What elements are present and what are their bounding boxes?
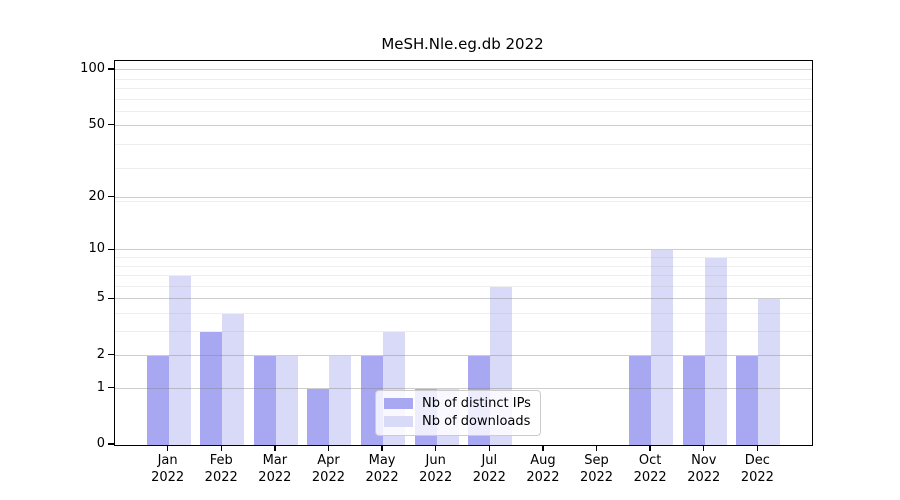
x-tick-label: Sep 2022 — [579, 453, 614, 485]
legend-swatch-distinct-ips-icon — [384, 398, 413, 409]
x-tick-label: Nov 2022 — [687, 453, 721, 485]
gridline-major — [115, 249, 812, 251]
x-tick-mark — [381, 445, 383, 451]
y-tick-label: 1 — [96, 379, 105, 395]
y-tick-mark — [108, 68, 114, 70]
y-tick-label: 10 — [88, 241, 105, 257]
bar-downloads-apr — [329, 355, 352, 445]
y-tick-mark — [108, 297, 114, 300]
gridline-major — [115, 196, 812, 198]
x-tick-mark — [488, 445, 490, 451]
chart-title: MeSH.Nle.eg.db 2022 — [381, 35, 544, 53]
gridline-minor — [115, 167, 812, 169]
y-tick-mark — [108, 386, 114, 389]
y-tick-label: 100 — [80, 61, 105, 77]
grid-layer — [115, 61, 812, 445]
x-tick-mark — [166, 445, 169, 451]
x-tick-mark — [542, 445, 544, 451]
x-tick-mark — [220, 445, 222, 451]
x-tick-label: Jan 2022 — [151, 453, 185, 485]
gridline-minor — [115, 275, 812, 277]
y-tick-mark — [108, 195, 114, 198]
x-tick-mark — [595, 445, 598, 451]
x-tick-label: Jun 2022 — [419, 453, 453, 485]
y-tick-mark — [108, 248, 114, 250]
y-tick-label: 0 — [96, 436, 105, 451]
gridline-minor — [115, 88, 812, 90]
gridline-major — [115, 124, 812, 126]
x-tick-label: Oct 2022 — [633, 453, 667, 485]
legend-item-distinct-ips: Nb of distinct IPs — [384, 396, 531, 411]
gridline-major — [115, 387, 812, 389]
bar-downloads-mar — [275, 355, 298, 445]
gridline-minor — [115, 111, 812, 113]
y-tick-label: 5 — [96, 290, 105, 306]
plot-area: Nb of distinct IPs Nb of downloads — [114, 60, 813, 446]
x-tick-mark — [327, 445, 330, 451]
gridline-minor — [115, 265, 812, 267]
gridline-minor — [115, 144, 812, 146]
bar-downloads-oct — [651, 250, 674, 445]
x-tick-mark — [274, 445, 276, 451]
y-tick-mark — [108, 443, 114, 445]
legend-swatch-downloads-icon — [384, 416, 413, 427]
x-tick-label: Dec 2022 — [740, 453, 774, 485]
gridline-major — [115, 354, 812, 356]
gridline-major — [115, 298, 812, 300]
bar-distinct-ips-nov — [682, 355, 705, 445]
x-tick-label: Aug 2022 — [526, 453, 560, 485]
gridline-minor — [115, 313, 812, 315]
y-tick-label: 20 — [88, 188, 105, 204]
gridline-minor — [115, 78, 812, 80]
x-tick-mark — [756, 445, 759, 451]
bar-distinct-ips-feb — [200, 332, 223, 445]
x-tick-mark — [649, 445, 651, 451]
gridline-minor — [115, 285, 812, 287]
legend: Nb of distinct IPs Nb of downloads — [375, 390, 541, 436]
x-tick-label: Apr 2022 — [311, 453, 345, 485]
bar-downloads-jan — [168, 276, 191, 445]
x-tick-label: May 2022 — [365, 453, 399, 485]
bar-distinct-ips-dec — [736, 355, 759, 445]
bar-downloads-nov — [704, 257, 727, 445]
x-tick-label: Mar 2022 — [258, 453, 292, 485]
gridline-minor — [115, 256, 812, 258]
y-tick-label: 2 — [96, 346, 105, 362]
bar-distinct-ips-mar — [253, 355, 276, 445]
x-tick-mark — [703, 445, 705, 451]
legend-label-downloads: Nb of downloads — [422, 414, 531, 429]
bar-distinct-ips-apr — [307, 388, 330, 445]
bar-distinct-ips-oct — [629, 355, 652, 445]
x-tick-label: Feb 2022 — [204, 453, 238, 485]
bar-downloads-dec — [758, 299, 781, 445]
gridline-minor — [115, 98, 812, 100]
gridline-major — [115, 69, 812, 71]
bar-downloads-feb — [222, 314, 245, 445]
legend-item-downloads: Nb of downloads — [384, 414, 531, 429]
x-tick-label: Jul 2022 — [472, 453, 506, 485]
gridline-minor — [115, 331, 812, 333]
y-tick-label: 50 — [88, 116, 105, 132]
y-tick-mark — [108, 354, 114, 356]
legend-label-distinct-ips: Nb of distinct IPs — [422, 396, 531, 411]
gridline-minor — [115, 200, 812, 202]
bar-distinct-ips-jan — [146, 355, 169, 445]
x-tick-mark — [434, 445, 437, 451]
y-tick-mark — [108, 123, 114, 126]
